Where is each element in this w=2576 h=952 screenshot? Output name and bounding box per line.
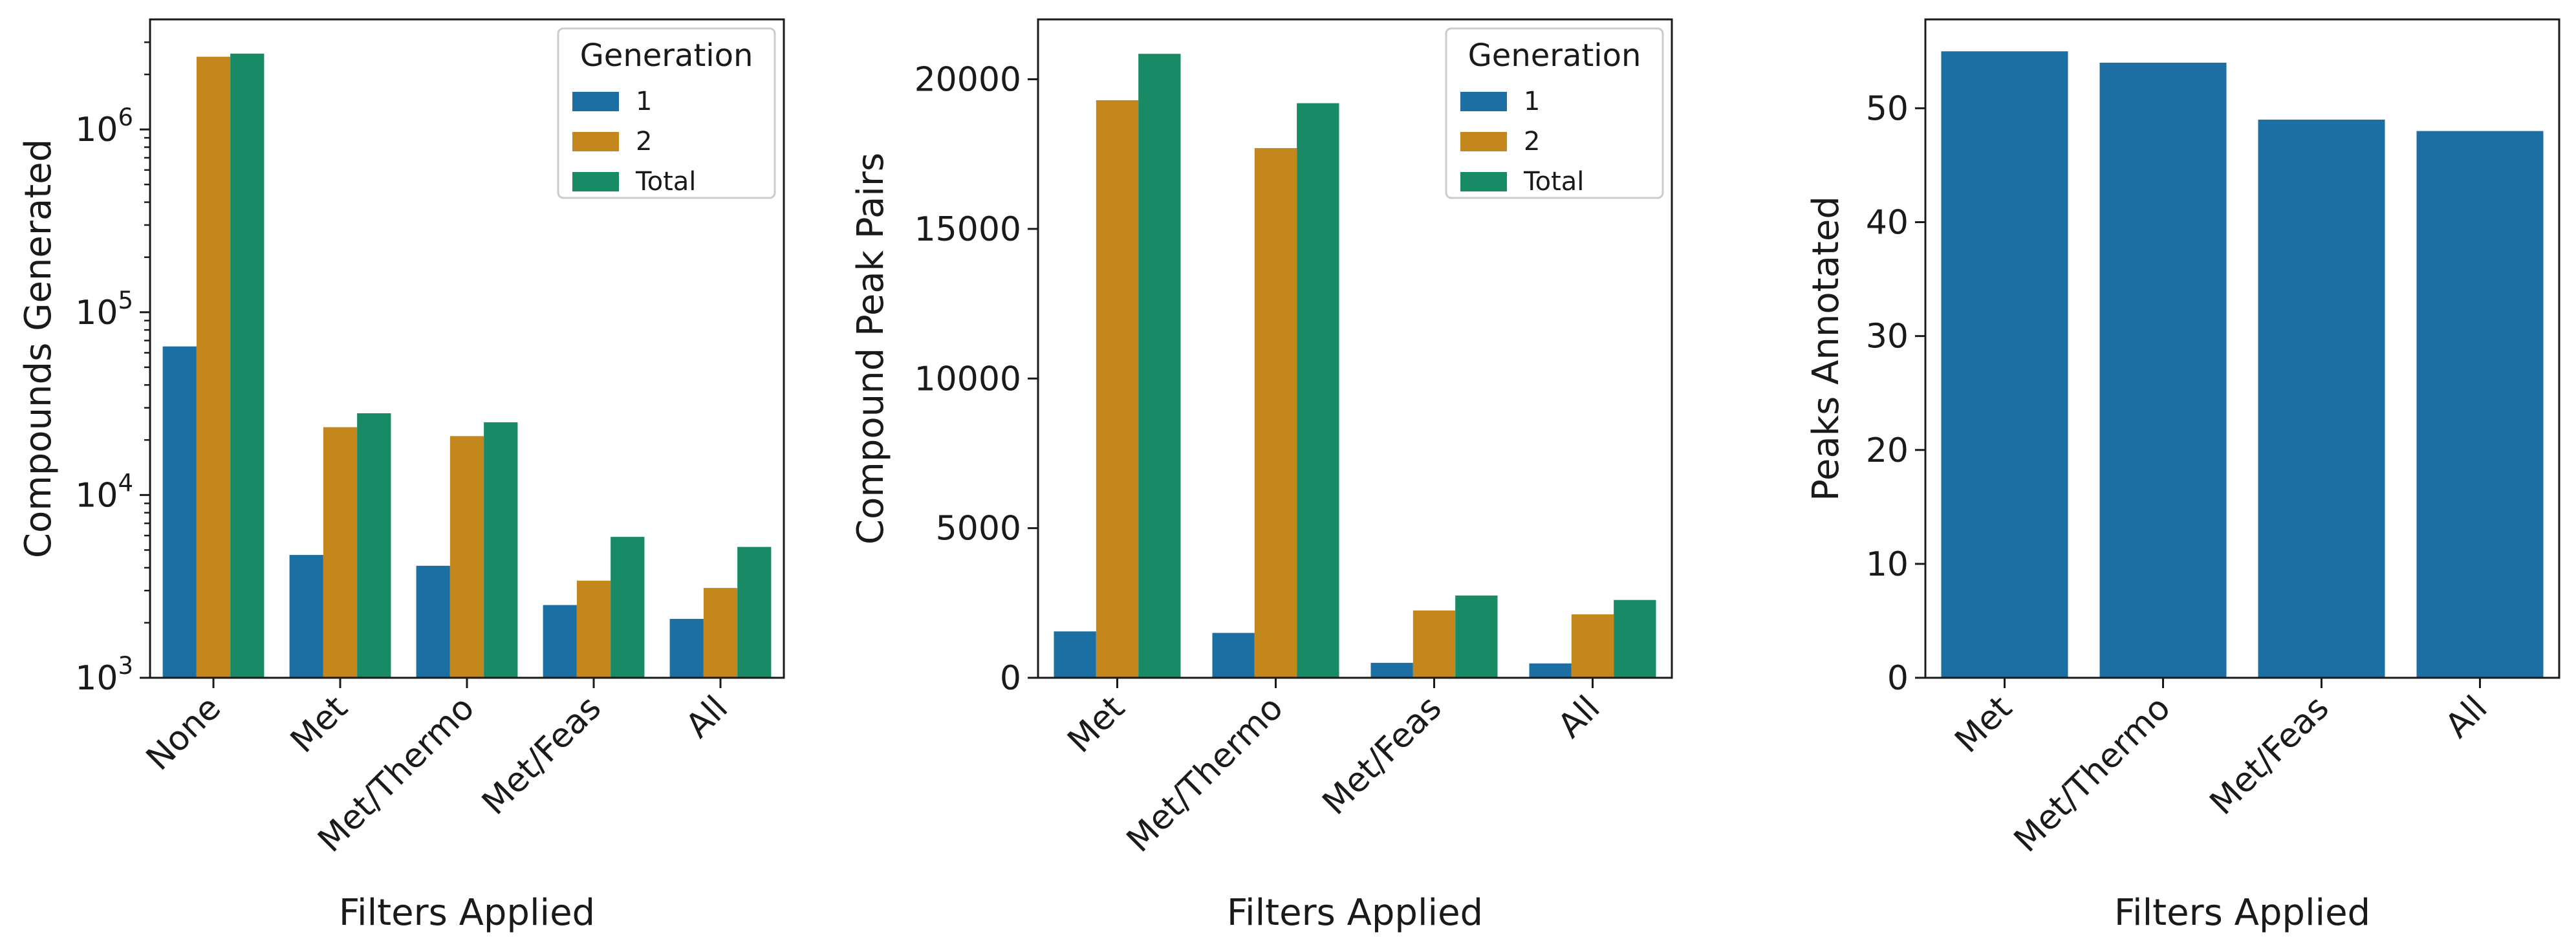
bar-series-2-3 <box>576 580 611 678</box>
y-tick-label: 0 <box>1000 659 1021 698</box>
bar-series-2-4 <box>703 588 738 678</box>
bar-series-1-0 <box>1054 631 1096 678</box>
y-tick-label: 20000 <box>915 61 1021 100</box>
bar-series-total-1 <box>1297 103 1339 678</box>
y-tick-label: 106 <box>75 103 133 149</box>
bar-series-2-2 <box>1412 610 1456 678</box>
y-tick-label: 10000 <box>915 360 1021 398</box>
legend-entry: 1 <box>1524 87 1540 116</box>
legend-entry: 1 <box>636 87 652 116</box>
legend-title: Generation <box>580 38 753 74</box>
legend-entry: 2 <box>636 127 652 157</box>
y-tick-label: 10 <box>1866 545 1909 584</box>
y-tick-label: 20 <box>1866 431 1909 470</box>
y-tick-label: 105 <box>75 287 133 332</box>
bar-series-1-2 <box>1370 662 1413 678</box>
legend-swatch <box>1460 172 1507 191</box>
bar-series-2-3 <box>1571 614 1614 678</box>
y-tick-label: 50 <box>1866 89 1909 128</box>
bar-series-total-3 <box>1614 600 1656 678</box>
y-tick-label: 15000 <box>915 210 1021 249</box>
y-tick-label: 40 <box>1866 204 1909 243</box>
y-tick-label: 103 <box>75 652 133 698</box>
bar-value-0 <box>1941 51 2068 678</box>
legend-entry: Total <box>1523 167 1584 197</box>
plot-frame <box>1037 18 1673 679</box>
legend-entry: Total <box>635 167 696 197</box>
bar-value-1 <box>2099 62 2227 678</box>
bar-series-1-0 <box>162 346 197 678</box>
bar-series-1-1 <box>1212 633 1255 678</box>
bar-series-2-0 <box>196 56 231 678</box>
legend-swatch <box>1460 92 1507 111</box>
legend-swatch <box>572 132 619 151</box>
bar-series-1-2 <box>416 565 450 678</box>
legend-box <box>557 27 776 199</box>
bar-series-total-0 <box>1138 54 1181 678</box>
bar-series-1-4 <box>669 618 704 678</box>
bar-series-2-1 <box>1254 147 1297 678</box>
bar-series-total-2 <box>1455 595 1498 678</box>
bar-series-2-1 <box>323 427 358 678</box>
bar-series-1-1 <box>289 555 323 678</box>
legend-entry: 2 <box>1524 127 1540 157</box>
bar-series-total-0 <box>230 53 265 678</box>
y-axis-label: Compound Peak Pairs <box>850 153 892 545</box>
x-axis-label: Filters Applied <box>2114 892 2370 934</box>
y-axis-label: Compounds Generated <box>17 139 60 558</box>
bar-series-total-3 <box>611 537 645 678</box>
bar-series-total-1 <box>357 413 391 678</box>
y-tick-label: 30 <box>1866 318 1909 356</box>
y-tick-label: 5000 <box>936 510 1021 548</box>
bar-series-1-3 <box>1529 663 1572 678</box>
x-axis-label: Filters Applied <box>339 892 595 934</box>
legend-swatch <box>572 92 619 111</box>
legend: Generation 1 2 Total <box>1445 27 1664 199</box>
legend-title: Generation <box>1468 38 1641 74</box>
legend-swatch <box>572 172 619 191</box>
y-tick-label: 104 <box>75 469 133 515</box>
legend-swatch <box>1460 132 1507 151</box>
plot-frame <box>1924 18 2560 679</box>
y-axis-label: Peaks Annotated <box>1805 196 1847 501</box>
bar-series-2-0 <box>1096 100 1139 678</box>
y-tick-label: 0 <box>1887 659 1909 698</box>
bar-value-3 <box>2416 131 2544 678</box>
legend: Generation 1 2 Total <box>557 27 776 199</box>
bar-series-total-4 <box>737 546 772 678</box>
bar-series-2-2 <box>449 436 484 678</box>
x-axis-label: Filters Applied <box>1227 892 1483 934</box>
bar-value-2 <box>2258 119 2385 678</box>
legend-box <box>1445 27 1664 199</box>
bar-series-total-2 <box>484 422 518 678</box>
plot-frame <box>149 18 785 679</box>
bar-series-1-3 <box>543 605 577 678</box>
